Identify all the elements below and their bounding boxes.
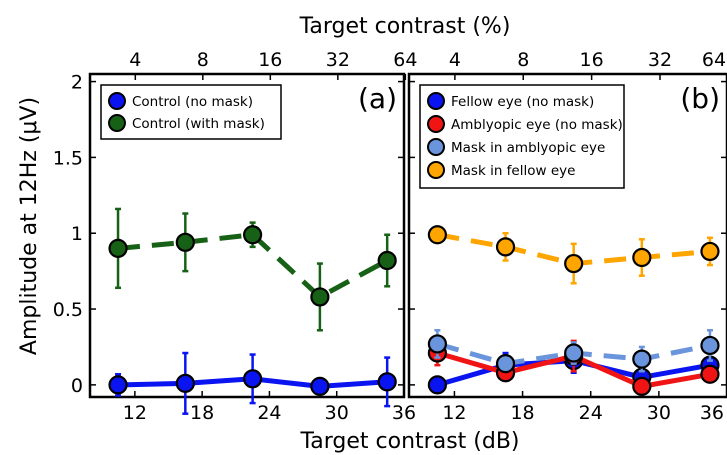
data-point: [310, 287, 330, 307]
data-point: [700, 364, 720, 384]
plot-frame: [88, 72, 406, 399]
plot-frame: [407, 72, 727, 399]
legend-label: Control (no mask): [132, 94, 253, 110]
series-4: [427, 225, 720, 285]
x-tick-label: 12: [442, 402, 466, 424]
data-point: [632, 247, 652, 268]
legend-frame: [419, 84, 625, 189]
x2-tick-label: 4: [449, 49, 461, 71]
x2-tick-label: 64: [393, 49, 417, 71]
series-line: [117, 232, 389, 300]
x2-tick-label: 16: [258, 49, 282, 71]
data-point: [310, 376, 330, 396]
data-point: [495, 354, 516, 374]
x2-tick-label: 32: [648, 49, 672, 71]
data-point: [427, 375, 447, 395]
y-tick-label: 1: [71, 223, 83, 245]
x2-tick-label: 8: [197, 49, 209, 71]
x-tick-label: 24: [257, 402, 281, 424]
data-point: [243, 225, 263, 245]
data-point: [377, 250, 397, 271]
data-point: [427, 225, 447, 245]
data-point: [632, 349, 652, 369]
data-point: [175, 373, 195, 393]
legend: Control (no mask) Control (with mask): [100, 84, 282, 140]
legend-label: Mask in amblyopic eye: [451, 140, 605, 156]
data-point: [243, 369, 263, 389]
legend-marker: [108, 114, 126, 132]
x2-tick-label: 16: [580, 49, 604, 71]
panel-a: 12 18 24 30 36 4 8 16 32 64 0 0.5 1 1.5 2 (a) Control (n…: [53, 49, 418, 424]
legend-marker: [427, 138, 445, 156]
x-tick-label: 18: [190, 402, 214, 424]
y-axis-title: Amplitude at 12Hz (μV): [17, 97, 42, 355]
y-tick-label: 1.5: [53, 147, 83, 169]
x-tick-label: 18: [510, 402, 534, 424]
x-tick-label: 30: [325, 402, 349, 424]
legend-label: Mask in fellow eye: [451, 163, 575, 179]
panel-label: (a): [358, 82, 397, 115]
data-point: [108, 375, 128, 395]
legend-marker: [427, 92, 445, 110]
top-axis-title: Target contrast (%): [299, 14, 511, 39]
x-tick-label: 30: [647, 402, 671, 424]
legend-frame: [100, 84, 282, 140]
x2-tick-label: 8: [517, 49, 529, 71]
series-3: [427, 329, 720, 374]
panel-b: 12 18 24 30 36 4 8 16 32 64 (b) Fellow eye (no mask…: [407, 49, 727, 424]
data-point: [495, 237, 516, 257]
legend-marker: [427, 161, 445, 179]
legend-marker: [108, 92, 126, 110]
legend: Fellow eye (no mask) Amblyopic eye (no ma…: [419, 84, 625, 189]
x2-tick-label: 32: [326, 49, 350, 71]
bottom-axis-title: Target contrast (dB): [299, 429, 519, 454]
data-point: [700, 241, 720, 262]
data-point: [564, 343, 584, 363]
x-tick-label: 36: [392, 402, 416, 424]
y-tick-label: 0: [71, 375, 83, 397]
x-tick-label: 12: [123, 402, 147, 424]
data-point: [564, 253, 584, 274]
data-point: [377, 372, 397, 392]
legend-label: Amblyopic eye (no mask): [451, 117, 623, 133]
x-tick-label: 24: [579, 402, 603, 424]
data-point: [700, 335, 720, 356]
data-point: [108, 238, 128, 258]
legend-label: Control (with mask): [132, 116, 265, 132]
x2-tick-label: 4: [129, 49, 141, 71]
series-1: [108, 351, 397, 415]
legend-marker: [427, 115, 445, 133]
legend-label: Fellow eye (no mask): [451, 94, 594, 110]
series-2: [108, 207, 397, 332]
data-point: [175, 232, 195, 252]
data-point: [427, 334, 447, 354]
y-tick-label: 2: [71, 72, 83, 94]
data-point: [632, 376, 652, 396]
x2-tick-label: 64: [702, 49, 726, 71]
y-tick-label: 0.5: [53, 299, 83, 321]
x-tick-label: 36: [700, 402, 724, 424]
panel-label: (b): [680, 82, 720, 115]
